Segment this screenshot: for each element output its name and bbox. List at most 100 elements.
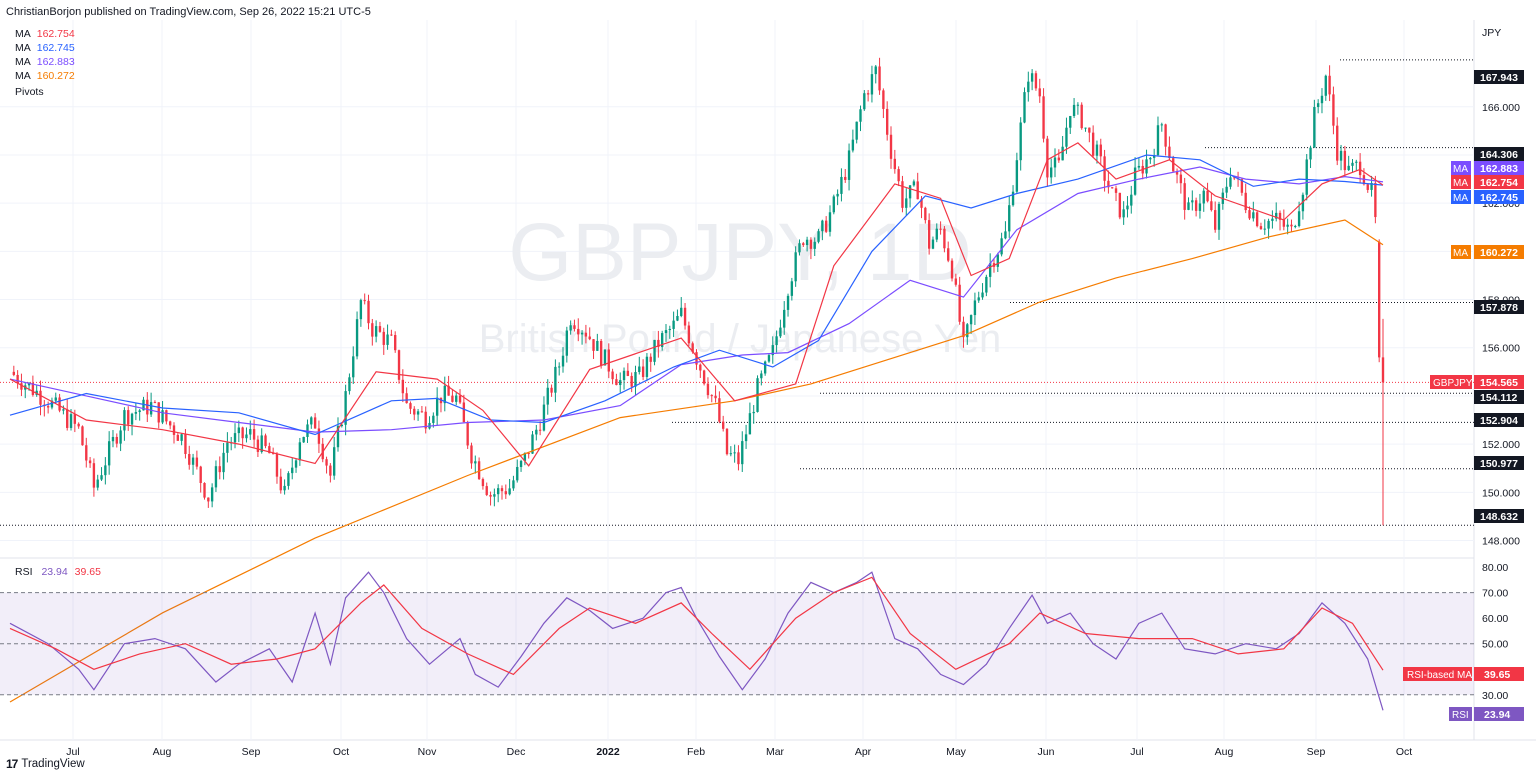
candle: [138, 410, 141, 413]
candle: [313, 417, 317, 429]
candle: [1069, 115, 1072, 128]
candle: [214, 466, 218, 488]
candle: [130, 413, 134, 425]
candle: [1336, 125, 1339, 161]
candle: [1214, 210, 1217, 230]
candle: [1358, 161, 1362, 176]
legend-ma-label: MA: [15, 28, 31, 40]
candle: [519, 460, 523, 467]
time-tick-label: May: [946, 746, 967, 758]
candle: [298, 442, 302, 461]
candle: [111, 436, 115, 442]
candle: [20, 383, 23, 390]
candle: [458, 395, 462, 403]
candle: [1023, 92, 1026, 123]
candle: [592, 339, 595, 351]
candle: [603, 349, 607, 366]
footer-brand[interactable]: TradingView: [21, 758, 85, 770]
candle: [741, 441, 744, 465]
candle: [805, 239, 809, 246]
candle: [863, 93, 866, 110]
candle: [332, 447, 336, 476]
candle: [916, 181, 919, 200]
candle: [718, 398, 721, 422]
ma-red-line: [9, 142, 1384, 467]
time-tick-label: Aug: [153, 746, 172, 758]
candle: [249, 429, 252, 435]
candle: [1229, 177, 1232, 187]
candle: [763, 361, 767, 374]
candle: [1351, 162, 1354, 166]
candle: [260, 435, 263, 452]
candle: [1355, 161, 1358, 163]
candle: [1309, 147, 1312, 160]
time-tick-label: Jul: [66, 746, 79, 758]
candle: [893, 158, 897, 170]
candle: [538, 429, 542, 431]
candle: [1168, 146, 1171, 159]
candle: [1172, 158, 1175, 172]
candle: [1198, 203, 1202, 211]
candle: [973, 300, 977, 316]
candle: [161, 410, 164, 423]
candle: [1210, 201, 1213, 211]
candle: [1297, 211, 1301, 227]
candle: [1343, 150, 1347, 171]
candle: [733, 452, 736, 454]
candle: [275, 454, 279, 477]
price-label-value: 162.754: [1480, 177, 1518, 189]
legend-ma-value: 162.745: [36, 42, 75, 54]
rsi-value: 23.94: [41, 566, 68, 578]
main-pane[interactable]: [0, 20, 1474, 555]
candle: [1175, 171, 1179, 175]
candle: [580, 332, 584, 335]
candle: [588, 336, 591, 340]
price-label-value: 157.878: [1480, 302, 1518, 314]
watermark-symbol: GBPJPY, 1D: [508, 207, 971, 298]
candle: [325, 459, 328, 466]
candle: [1313, 107, 1316, 148]
candle: [1233, 177, 1236, 179]
candle: [374, 326, 378, 337]
candle: [271, 453, 275, 455]
rsi-tick-label: 60.00: [1482, 613, 1508, 625]
candle: [1248, 210, 1251, 219]
candle: [378, 326, 382, 332]
candle: [54, 397, 57, 401]
candle: [443, 385, 446, 404]
candle: [218, 466, 221, 473]
candle: [702, 370, 706, 384]
time-tick-label: Jul: [1130, 746, 1143, 758]
candle: [927, 220, 931, 249]
candle: [1042, 96, 1045, 139]
candle: [184, 434, 187, 455]
candle: [950, 260, 954, 279]
candle: [409, 403, 412, 409]
legend-ma-value: 160.272: [36, 70, 75, 82]
candle: [470, 445, 473, 464]
candle: [939, 228, 942, 230]
candle: [1065, 127, 1068, 147]
rsi-ma-value: 39.65: [74, 566, 101, 578]
candle: [1061, 146, 1064, 161]
candle: [924, 207, 927, 221]
candle: [222, 452, 225, 473]
candle: [123, 410, 126, 431]
candle: [1053, 157, 1057, 168]
candle: [1263, 228, 1266, 230]
candle: [1156, 125, 1160, 156]
candle: [188, 454, 191, 465]
candle: [855, 121, 858, 140]
candle: [149, 402, 153, 415]
symbol-tag: [1430, 375, 1472, 389]
candle: [512, 480, 515, 489]
candle: [169, 421, 172, 426]
candle: [737, 452, 740, 465]
candle: [416, 411, 420, 415]
candle: [641, 366, 645, 377]
candle: [283, 485, 286, 491]
candle: [1111, 187, 1114, 189]
legend-ma-2: MA 162.883: [15, 56, 75, 68]
candle: [565, 330, 569, 356]
